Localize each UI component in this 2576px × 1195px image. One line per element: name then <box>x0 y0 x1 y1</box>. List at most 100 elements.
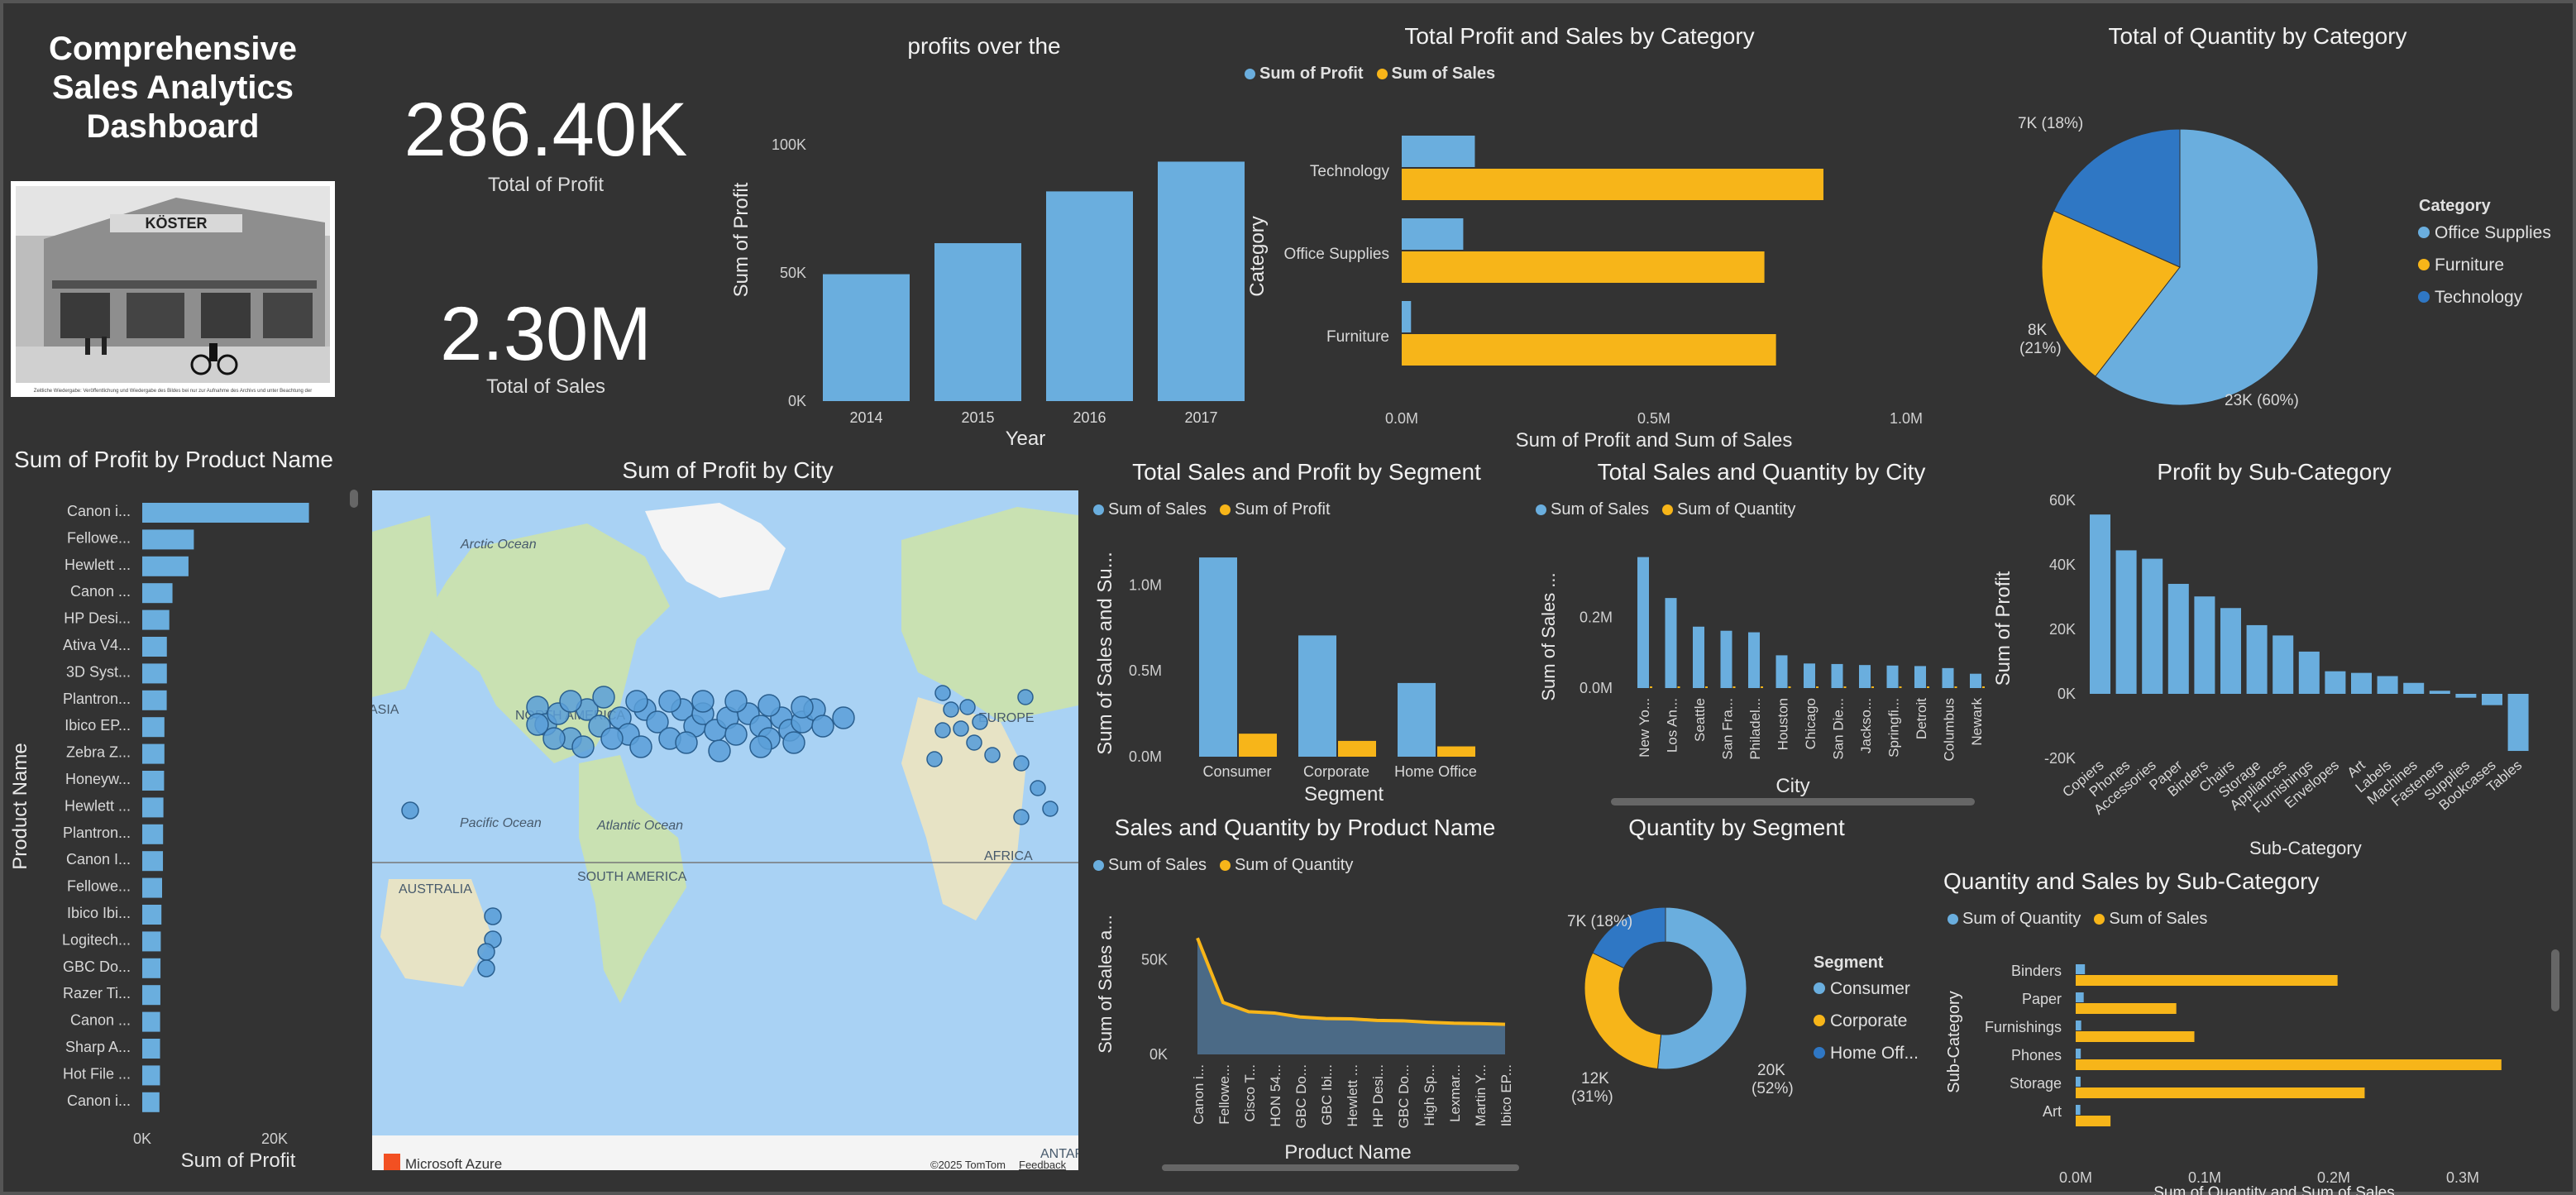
map-bubble <box>646 710 669 734</box>
chart-sales-quantity-product: 0K 50K Canon i... Fellowe... Cisco T... HON 5… <box>1095 915 1514 1164</box>
y-tick-label: 0.5M <box>1129 662 1162 679</box>
y-tick-label: Razer Ti... <box>63 985 131 1001</box>
bar-quantity <box>1899 686 1902 688</box>
chart-sales-profit-segment: 0.0M 0.5M 1.0M Consumer Corporate Home Office… <box>1094 552 1477 805</box>
y-tick-label: Honeyw... <box>65 771 131 787</box>
data-label: (52%) <box>1752 1080 1794 1097</box>
kpi-profit-label: Total of Profit <box>487 174 605 196</box>
y-tick-label: 0K <box>1149 1046 1168 1063</box>
map-bubble <box>629 735 652 758</box>
map-attribution: Microsoft Azure <box>405 1156 502 1170</box>
asia-shape <box>372 515 438 697</box>
map-bubble <box>811 715 834 738</box>
y-axis-title: Category <box>1246 216 1269 296</box>
bar-profit <box>1239 734 1277 757</box>
y-tick-label: 20K <box>2049 621 2076 638</box>
data-label: (21%) <box>2019 340 2062 357</box>
legend-marker <box>1814 1047 1825 1059</box>
map-bubble <box>691 690 714 713</box>
bar <box>2429 691 2450 694</box>
map-bubble <box>1030 780 1046 796</box>
pie-slice <box>2041 210 2181 377</box>
azure-logo-icon <box>384 1154 400 1170</box>
bar-quantity <box>2076 992 2084 1002</box>
bar-quantity <box>1677 686 1680 688</box>
x-tick-label: 2014 <box>849 409 882 426</box>
pie-slice <box>2053 128 2181 268</box>
y-tick-label: Paper <box>2022 991 2062 1007</box>
title-line: Dashboard <box>86 108 260 145</box>
x-tick-label: Seattle <box>1692 698 1708 742</box>
y-tick-label: Art <box>2043 1103 2062 1120</box>
scrollbar-product[interactable] <box>350 490 358 508</box>
x-tick-label: 0.3M <box>2446 1169 2479 1186</box>
chart-title-product-area: Sales and Quantity by Product Name <box>1114 815 1496 840</box>
bar <box>2090 514 2110 694</box>
y-tick-label: Fellowe... <box>67 529 131 546</box>
bar-quantity <box>1650 686 1652 688</box>
bar-quantity <box>1788 686 1791 688</box>
bar <box>934 243 1021 401</box>
antarctica-shape <box>372 1135 1078 1170</box>
bar <box>2351 672 2372 694</box>
bar <box>2273 635 2294 694</box>
x-tick-label: HON 54... <box>1268 1064 1283 1127</box>
photo-sign: KÖSTER <box>145 215 207 232</box>
legend-title: Segment <box>1814 954 1884 972</box>
chart-profit-subcategory: -20K0K20K40K60KCopiersPhonesAccessoriesP… <box>1992 492 2529 818</box>
bar <box>2246 624 2268 694</box>
x-tick-label: 0K <box>133 1130 151 1147</box>
x-tick-label: HP Desi... <box>1370 1064 1386 1127</box>
bar-profit <box>1338 740 1376 757</box>
x-tick-label: Los An... <box>1665 698 1680 753</box>
bar <box>142 824 164 844</box>
y-tick-label: Plantron... <box>63 691 131 707</box>
map-bubble <box>1013 755 1030 772</box>
data-label: 7K (18%) <box>2018 115 2083 132</box>
y-tick-label: Canon ... <box>70 583 131 600</box>
kpi-sales-label: Total of Sales <box>485 375 606 398</box>
x-tick-label: 2017 <box>1184 409 1217 426</box>
y-axis-title: Sub-Category <box>1945 991 1963 1092</box>
data-label: 8K <box>2028 322 2048 339</box>
x-tick-label: Fellowe... <box>1216 1064 1232 1125</box>
bar-sales <box>1859 665 1871 688</box>
data-label: 7K (18%) <box>1567 913 1632 930</box>
chart-profit-year: 0K 50K 100K 2014 2015 2016 2017 Year Sum of Prof… <box>730 136 1245 450</box>
australia-shape <box>380 879 492 987</box>
bar <box>142 931 161 952</box>
bar <box>142 1092 160 1112</box>
x-tick-label: Springfi... <box>1886 698 1902 758</box>
x-axis-title: City <box>1775 775 1809 797</box>
bar <box>142 690 167 710</box>
scrollbar-product-area[interactable] <box>1162 1164 1519 1171</box>
y-tick-label: 0.2M <box>1580 609 1613 626</box>
scrollbar-qty-sales[interactable] <box>2551 949 2559 1011</box>
data-label: 12K <box>1581 1070 1609 1087</box>
map-bubble <box>708 739 731 762</box>
bar-sales <box>1748 632 1760 688</box>
bar <box>2194 596 2215 694</box>
chart-title-profit-year: profits over the <box>907 33 1061 59</box>
bar <box>823 274 910 401</box>
map-label: Pacific Ocean <box>460 816 542 830</box>
data-label: (31%) <box>1571 1088 1613 1106</box>
bar-quantity <box>1927 686 1929 688</box>
chart-quantity-category: 23K (60%) 8K(21%) 7K (18%) Category Office S… <box>2018 115 2551 409</box>
map-view[interactable]: Arctic Ocean NORTH AMERICA EUROPE ASIA Pacif… <box>372 490 1078 1170</box>
map-bubble <box>542 727 566 750</box>
scrollbar-city[interactable] <box>1611 798 1975 805</box>
map-bubble <box>559 690 582 713</box>
bar-sales <box>2076 1031 2195 1042</box>
bar-quantity <box>1761 686 1763 688</box>
y-tick-label: Canon i... <box>67 503 131 519</box>
bar-quantity <box>1871 686 1874 688</box>
legend-label: Consumer <box>1830 979 1910 998</box>
x-tick-label: Jackso... <box>1858 698 1874 753</box>
y-tick-label: 50K <box>780 265 806 281</box>
map-bubble <box>972 714 988 730</box>
map-bubble <box>477 959 495 978</box>
bar <box>1046 191 1133 401</box>
map-label: ANTAR <box>1040 1147 1078 1161</box>
y-tick-label: Hewlett ... <box>65 797 131 814</box>
